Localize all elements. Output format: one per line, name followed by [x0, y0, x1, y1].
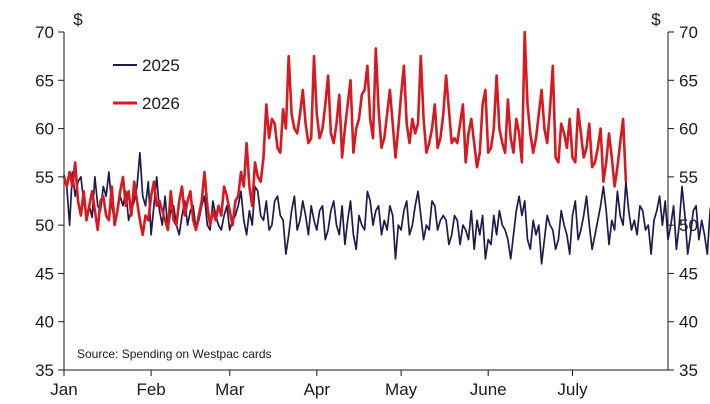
y-tick-label-right: 60: [679, 120, 698, 139]
y-tick-label-left: 70: [35, 23, 54, 42]
legend-label-2025: 2025: [142, 56, 180, 75]
y-axis-unit-right: $: [651, 10, 661, 29]
series-lines: [62, 30, 710, 265]
y-tick-label-left: 50: [35, 216, 54, 235]
x-tick-label: June: [470, 380, 507, 399]
axis-ticks: 35 35 40 40 45 45 50 50 55 55 60 60 65 65 70 70 Jan Feb Ma…: [35, 23, 698, 399]
y-tick-label-left: 45: [35, 264, 54, 283]
legend-label-2026: 2026: [142, 94, 180, 113]
y-tick-label-right: 70: [679, 23, 698, 42]
x-tick-label: Mar: [215, 380, 245, 399]
series-line-2025: [63, 151, 710, 265]
x-tick-label: Feb: [136, 380, 165, 399]
y-tick-label-right: 45: [679, 264, 698, 283]
y-tick-label-right: 40: [679, 313, 698, 332]
x-tick-label: July: [557, 380, 588, 399]
source-note: Source: Spending on Westpac cards: [77, 347, 272, 361]
x-tick-label: May: [385, 380, 418, 399]
series-line-2026: [62, 30, 628, 237]
y-tick-label-right: 50: [679, 216, 698, 235]
y-tick-label-right: 35: [679, 361, 698, 380]
y-tick-label-left: 40: [35, 313, 54, 332]
y-tick-label-left: 55: [35, 168, 54, 187]
y-tick-label-left: 35: [35, 361, 54, 380]
legend: 2025 2026: [113, 56, 180, 113]
y-tick-label-left: 60: [35, 120, 54, 139]
plot-frame: [63, 32, 669, 371]
x-tick-label: Apr: [304, 380, 331, 399]
x-tick-label: Jan: [50, 380, 77, 399]
y-tick-label-right: 65: [679, 71, 698, 90]
y-tick-label-right: 55: [679, 168, 698, 187]
y-axis-unit-left: $: [73, 10, 83, 29]
y-tick-label-left: 65: [35, 71, 54, 90]
